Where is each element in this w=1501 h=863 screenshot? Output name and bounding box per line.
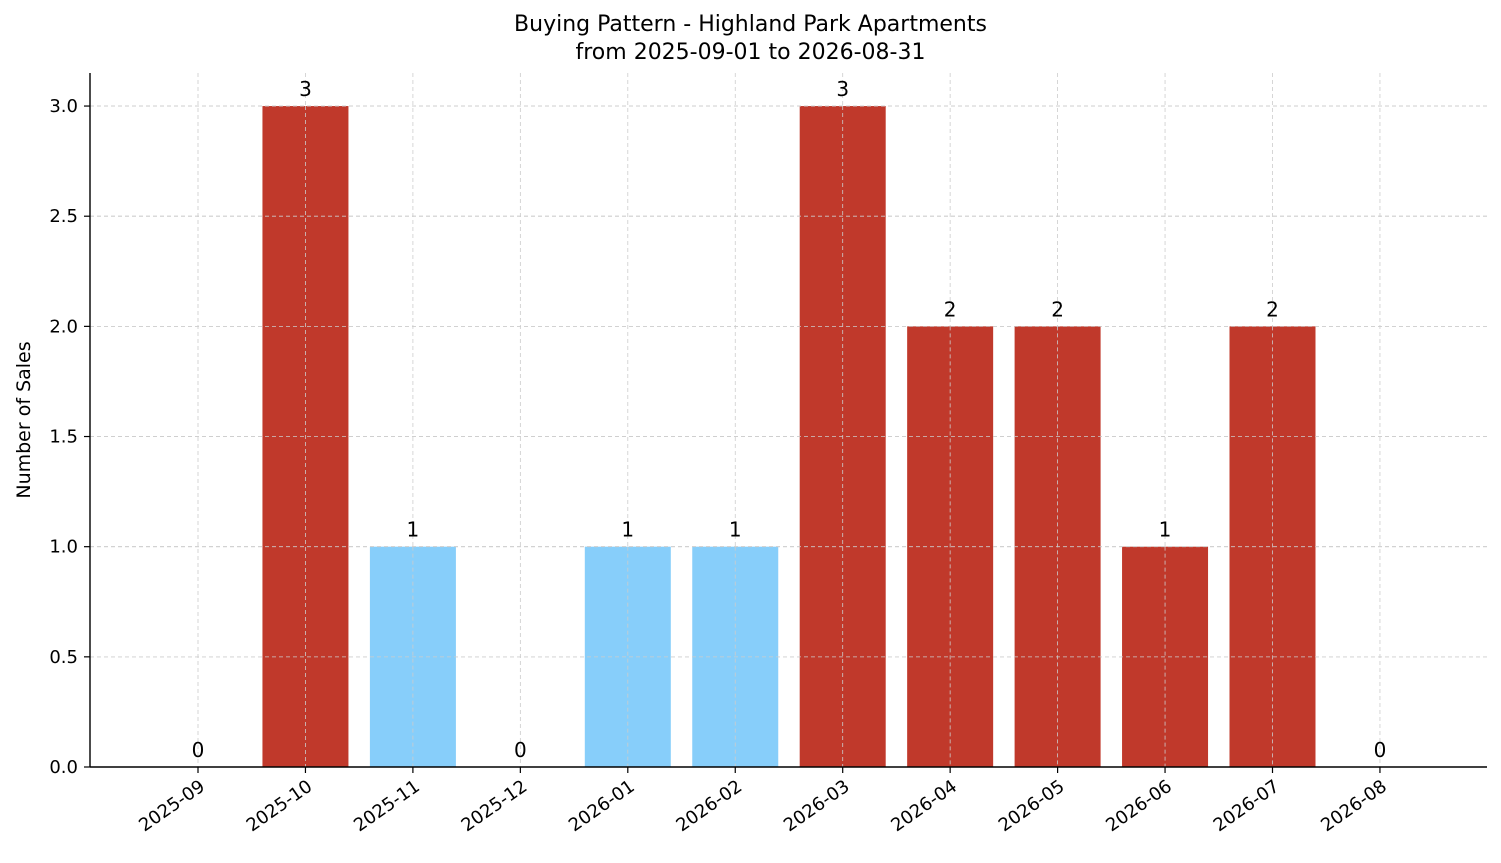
data-label: 1 <box>621 518 634 542</box>
data-label: 1 <box>729 518 742 542</box>
y-tick-label: 2.5 <box>49 206 78 227</box>
x-tick-label: 2026-05 <box>995 776 1069 836</box>
x-tick-label: 2025-12 <box>458 776 532 836</box>
data-label: 0 <box>192 738 205 762</box>
x-tick-label: 2025-10 <box>243 776 317 836</box>
x-tick-label: 2026-04 <box>887 776 961 836</box>
x-tick-label: 2026-03 <box>780 776 854 836</box>
y-tick-label: 0.5 <box>49 647 78 668</box>
chart-title: Buying Pattern - Highland Park Apartment… <box>514 12 987 37</box>
x-tick-label: 2026-01 <box>565 776 639 836</box>
y-tick-label: 1.0 <box>49 537 78 558</box>
y-tick-label: 2.0 <box>49 316 78 337</box>
y-tick-label: 3.0 <box>49 96 78 117</box>
y-tick-label: 0.0 <box>49 757 78 778</box>
x-tick-label: 2026-02 <box>672 776 746 836</box>
data-label: 2 <box>1051 297 1064 321</box>
data-label: 0 <box>514 738 527 762</box>
data-label: 3 <box>299 77 312 101</box>
data-label: 3 <box>836 77 849 101</box>
x-tick-label: 2026-08 <box>1317 776 1391 836</box>
x-tick-label: 2026-07 <box>1210 776 1284 836</box>
y-tick-label: 1.5 <box>49 427 78 448</box>
chart-subtitle: from 2025-09-01 to 2026-08-31 <box>575 40 926 65</box>
x-tick-label: 2026-06 <box>1102 776 1176 836</box>
data-label: 1 <box>407 518 420 542</box>
data-label: 2 <box>1266 297 1279 321</box>
data-label: 1 <box>1159 518 1172 542</box>
x-tick-label: 2025-09 <box>135 776 209 836</box>
y-axis-title: Number of Sales <box>13 341 35 498</box>
x-tick-label: 2025-11 <box>350 776 424 836</box>
data-label: 2 <box>944 297 957 321</box>
data-label: 0 <box>1374 738 1387 762</box>
